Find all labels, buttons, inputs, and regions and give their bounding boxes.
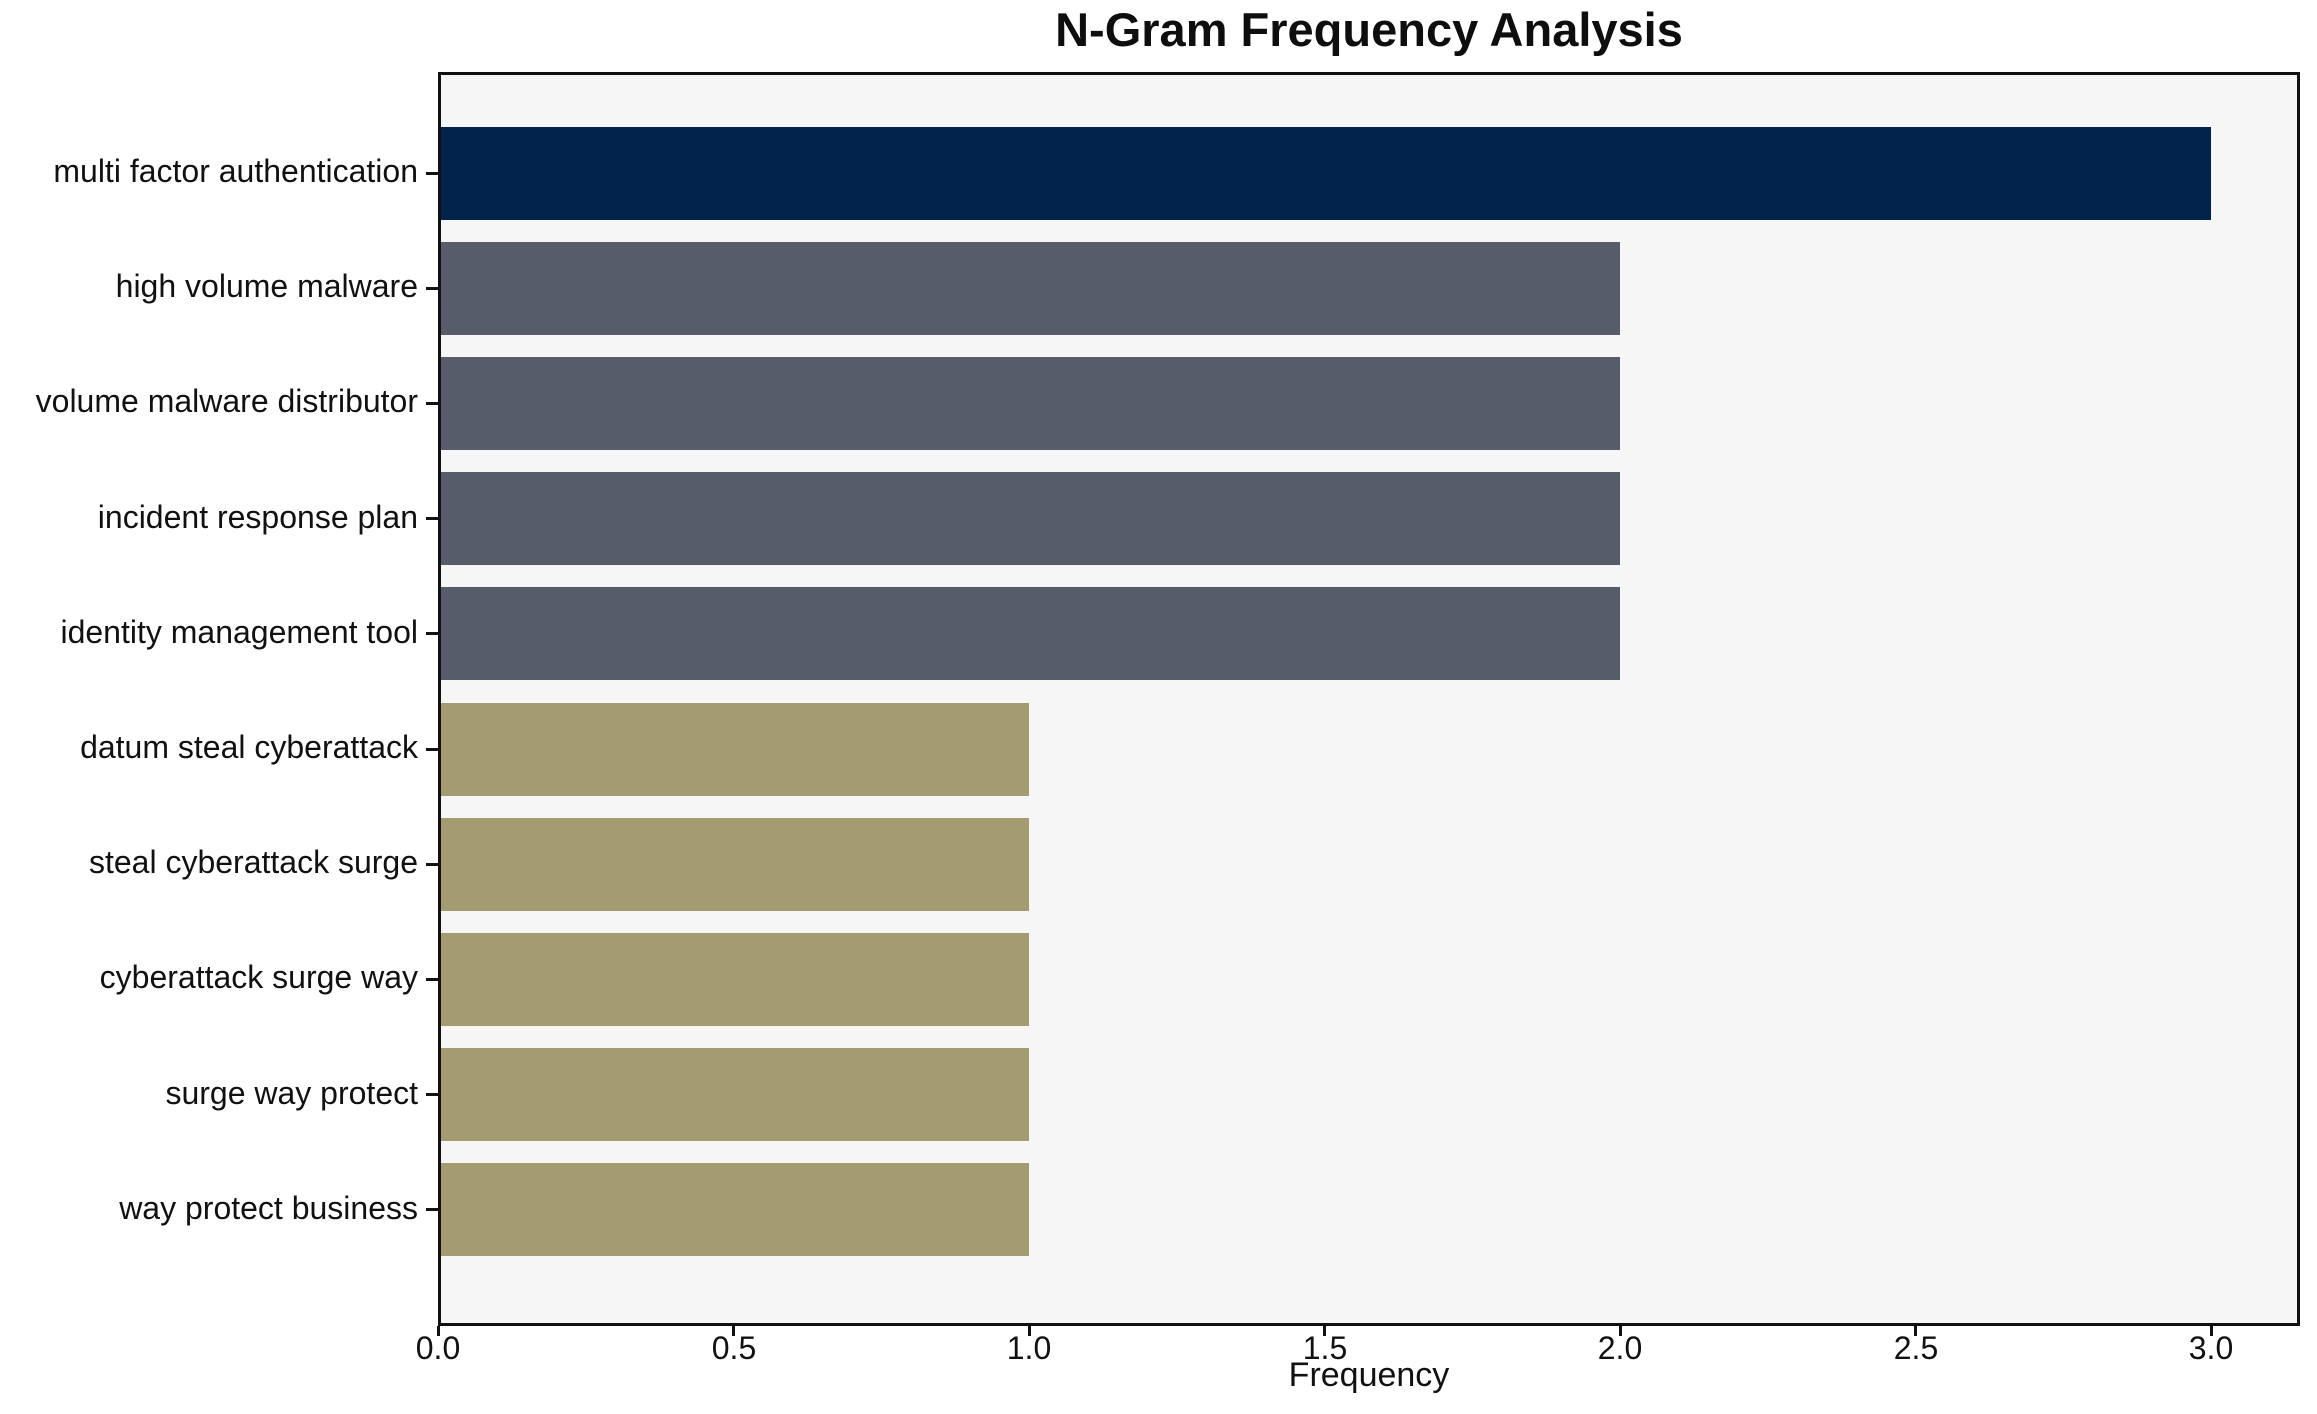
x-tick-label-2.5: 2.5 — [1893, 1330, 1939, 1366]
x-tick-mark — [1619, 1326, 1622, 1336]
y-tick-mark — [426, 978, 438, 981]
bar-surge-way-protect — [441, 1048, 1029, 1141]
y-tick-mark — [426, 1208, 438, 1211]
y-tick-mark — [426, 1093, 438, 1096]
x-tick-mark — [1914, 1326, 1917, 1336]
x-tick-mark — [732, 1326, 735, 1336]
y-tick-label-incident-response-plan: incident response plan — [97, 499, 418, 535]
y-tick-mark — [426, 863, 438, 866]
y-tick-mark — [426, 287, 438, 290]
x-tick-label-2.0: 2.0 — [1597, 1330, 1643, 1366]
x-tick-label-1.0: 1.0 — [1006, 1330, 1052, 1366]
y-tick-mark — [426, 632, 438, 635]
bar-steal-cyberattack-surge — [441, 818, 1029, 911]
bar-identity-management-tool — [441, 587, 1620, 680]
x-tick-mark — [1323, 1326, 1326, 1336]
y-tick-label-identity-management-tool: identity management tool — [60, 614, 418, 650]
y-tick-label-volume-malware-distributor: volume malware distributor — [35, 383, 418, 419]
bar-multi-factor-authentication — [441, 127, 2211, 220]
y-tick-mark — [426, 402, 438, 405]
y-tick-mark — [426, 748, 438, 751]
y-tick-mark — [426, 517, 438, 520]
bar-high-volume-malware — [441, 242, 1620, 335]
bar-datum-steal-cyberattack — [441, 703, 1029, 796]
x-tick-mark — [1028, 1326, 1031, 1336]
chart-title: N-Gram Frequency Analysis — [1055, 3, 1683, 56]
x-tick-label-0.5: 0.5 — [711, 1330, 757, 1366]
x-tick-mark — [437, 1326, 440, 1336]
y-tick-label-cyberattack-surge-way: cyberattack surge way — [99, 959, 418, 995]
y-tick-label-high-volume-malware: high volume malware — [115, 268, 418, 304]
y-tick-label-multi-factor-authentication: multi factor authentication — [53, 153, 418, 189]
y-tick-label-surge-way-protect: surge way protect — [165, 1075, 418, 1111]
y-tick-mark — [426, 172, 438, 175]
bar-volume-malware-distributor — [441, 357, 1620, 450]
x-tick-label-3.0: 3.0 — [2188, 1330, 2234, 1366]
x-tick-mark — [2210, 1326, 2213, 1336]
y-tick-label-way-protect-business: way protect business — [119, 1190, 418, 1226]
bar-way-protect-business — [441, 1163, 1029, 1256]
x-axis-label: Frequency — [1288, 1356, 1450, 1394]
y-tick-label-datum-steal-cyberattack: datum steal cyberattack — [80, 729, 418, 765]
y-tick-label-steal-cyberattack-surge: steal cyberattack surge — [88, 844, 418, 880]
x-tick-label-0.0: 0.0 — [415, 1330, 461, 1366]
bar-incident-response-plan — [441, 472, 1620, 565]
bar-cyberattack-surge-way — [441, 933, 1029, 1026]
x-tick-label-1.5: 1.5 — [1302, 1330, 1348, 1366]
